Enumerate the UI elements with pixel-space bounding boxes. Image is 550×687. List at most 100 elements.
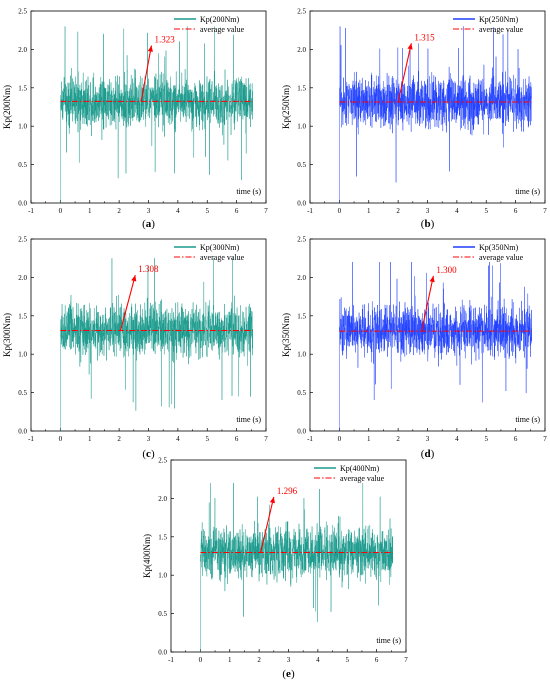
series-line-Kp(250Nm) bbox=[339, 26, 533, 204]
x-tick-label: 2 bbox=[396, 207, 400, 215]
x-tick-label: 6 bbox=[235, 435, 239, 443]
legend-label-series: Kp(400Nm) bbox=[340, 464, 379, 473]
annotation-text: 1.315 bbox=[414, 32, 435, 42]
x-tick-label: -1 bbox=[307, 207, 313, 215]
x-tick-label: -1 bbox=[28, 207, 34, 215]
y-tick-label: 2.0 bbox=[297, 46, 306, 54]
annotation-arrow bbox=[421, 275, 434, 332]
y-tick-label: 2.5 bbox=[158, 457, 167, 465]
y-axis-label: Kp(250Nm) bbox=[281, 85, 291, 129]
series-line-Kp(200Nm) bbox=[60, 26, 254, 204]
chart-panel-d: 0.0 0.5 1.0 1.5 2.0 2.5 -1 0 1 2 3 4 5 6 7 Kp(350Nm) tim… bbox=[281, 236, 547, 461]
x-tick-label: -1 bbox=[307, 435, 313, 443]
y-tick-label: 0.0 bbox=[297, 200, 306, 208]
y-tick-label: 1.0 bbox=[297, 123, 306, 131]
legend-label-average: average value bbox=[340, 474, 385, 483]
panel-caption: (d) bbox=[421, 448, 435, 460]
x-tick-label: -1 bbox=[168, 656, 174, 664]
x-tick-label: -1 bbox=[28, 435, 34, 443]
x-tick-label: 7 bbox=[404, 656, 408, 664]
x-tick-label: 3 bbox=[147, 435, 151, 443]
x-axis-label: time (s) bbox=[376, 636, 401, 645]
y-tick-label: 0.0 bbox=[158, 649, 167, 657]
panel-caption: (c) bbox=[142, 448, 155, 460]
y-tick-label: 2.0 bbox=[297, 274, 306, 282]
x-tick-label: 6 bbox=[235, 207, 239, 215]
y-tick-label: 1.5 bbox=[158, 533, 167, 541]
y-tick-label: 2.5 bbox=[18, 8, 27, 16]
series-line-Kp(400Nm) bbox=[200, 482, 394, 653]
x-tick-label: 2 bbox=[257, 656, 261, 664]
x-tick-label: 5 bbox=[485, 207, 489, 215]
annotation-arrowhead bbox=[269, 496, 275, 504]
x-tick-label: 7 bbox=[543, 435, 547, 443]
x-tick-label: 4 bbox=[176, 207, 180, 215]
panel-caption-letter: d bbox=[424, 448, 430, 460]
x-tick-label: 7 bbox=[264, 207, 268, 215]
x-tick-label: 4 bbox=[455, 207, 459, 215]
x-tick-label: 7 bbox=[543, 207, 547, 215]
y-tick-label: 0.5 bbox=[297, 389, 306, 397]
y-tick-label: 0.5 bbox=[18, 161, 27, 169]
y-axis-label: Kp(400Nm) bbox=[142, 534, 152, 578]
x-tick-label: 5 bbox=[346, 656, 350, 664]
chart-panel-a: 0.0 0.5 1.0 1.5 2.0 2.5 -1 0 1 2 3 4 5 6 7 Kp(200Nm) tim… bbox=[2, 8, 268, 231]
panel-caption-letter: e bbox=[286, 668, 291, 680]
x-tick-label: 3 bbox=[147, 207, 151, 215]
annotation-arrow bbox=[260, 496, 275, 553]
panel-caption: (b) bbox=[421, 218, 435, 230]
chart-panel-e: 0.0 0.5 1.0 1.5 2.0 2.5 -1 0 1 2 3 4 5 6 7 Kp(400Nm) tim… bbox=[142, 457, 408, 681]
panel-caption: (a) bbox=[142, 218, 155, 230]
x-tick-label: 6 bbox=[514, 207, 518, 215]
series-line-Kp(350Nm) bbox=[339, 261, 533, 432]
x-tick-label: 3 bbox=[426, 207, 430, 215]
y-tick-label: 1.0 bbox=[18, 123, 27, 131]
annotation-text: 1.323 bbox=[154, 35, 175, 45]
annotation-text: 1.300 bbox=[436, 265, 457, 275]
y-tick-label: 1.0 bbox=[18, 351, 27, 359]
legend-label-series: Kp(200Nm) bbox=[200, 15, 239, 24]
x-tick-label: 5 bbox=[485, 435, 489, 443]
x-tick-label: 0 bbox=[59, 435, 63, 443]
annotation-arrowhead bbox=[131, 275, 137, 282]
x-tick-label: 2 bbox=[117, 435, 121, 443]
panel-caption-letter: a bbox=[146, 218, 152, 230]
y-tick-label: 1.0 bbox=[297, 351, 306, 359]
x-tick-label: 0 bbox=[59, 207, 63, 215]
y-tick-label: 0.5 bbox=[18, 389, 27, 397]
x-axis-label: time (s) bbox=[515, 415, 540, 424]
chart-panel-b: 0.0 0.5 1.0 1.5 2.0 2.5 -1 0 1 2 3 4 5 6 7 Kp(250Nm) tim… bbox=[281, 8, 547, 231]
y-tick-label: 2.5 bbox=[297, 8, 306, 16]
x-tick-label: 0 bbox=[338, 435, 342, 443]
y-tick-label: 1.5 bbox=[18, 84, 27, 92]
y-tick-label: 1.0 bbox=[158, 572, 167, 580]
x-tick-label: 1 bbox=[367, 435, 371, 443]
legend-label-average: average value bbox=[200, 253, 245, 262]
annotation-arrowhead bbox=[407, 43, 413, 50]
x-axis-label: time (s) bbox=[236, 187, 261, 196]
y-tick-label: 1.5 bbox=[297, 312, 306, 320]
x-tick-label: 7 bbox=[264, 435, 268, 443]
y-tick-label: 0.0 bbox=[18, 200, 27, 208]
annotation-arrow bbox=[120, 274, 136, 331]
chart-panel-c: 0.0 0.5 1.0 1.5 2.0 2.5 -1 0 1 2 3 4 5 6 7 Kp(300Nm) tim… bbox=[2, 236, 268, 461]
legend-label-series: Kp(250Nm) bbox=[479, 15, 518, 24]
x-tick-label: 6 bbox=[375, 656, 379, 664]
annotation-arrowhead bbox=[147, 45, 153, 52]
y-axis-label: Kp(350Nm) bbox=[281, 313, 291, 357]
panel-caption: (e) bbox=[282, 668, 295, 680]
x-tick-label: 1 bbox=[88, 435, 92, 443]
y-tick-label: 2.0 bbox=[18, 46, 27, 54]
legend-label-series: Kp(300Nm) bbox=[200, 243, 239, 252]
x-tick-label: 1 bbox=[88, 207, 92, 215]
y-tick-label: 1.5 bbox=[297, 84, 306, 92]
x-tick-label: 2 bbox=[117, 207, 121, 215]
x-tick-label: 0 bbox=[338, 207, 342, 215]
x-tick-label: 5 bbox=[206, 435, 210, 443]
legend-label-average: average value bbox=[200, 25, 245, 34]
y-tick-label: 0.5 bbox=[158, 610, 167, 618]
y-tick-label: 0.0 bbox=[18, 428, 27, 436]
x-tick-label: 4 bbox=[176, 435, 180, 443]
y-tick-label: 0.5 bbox=[297, 161, 306, 169]
